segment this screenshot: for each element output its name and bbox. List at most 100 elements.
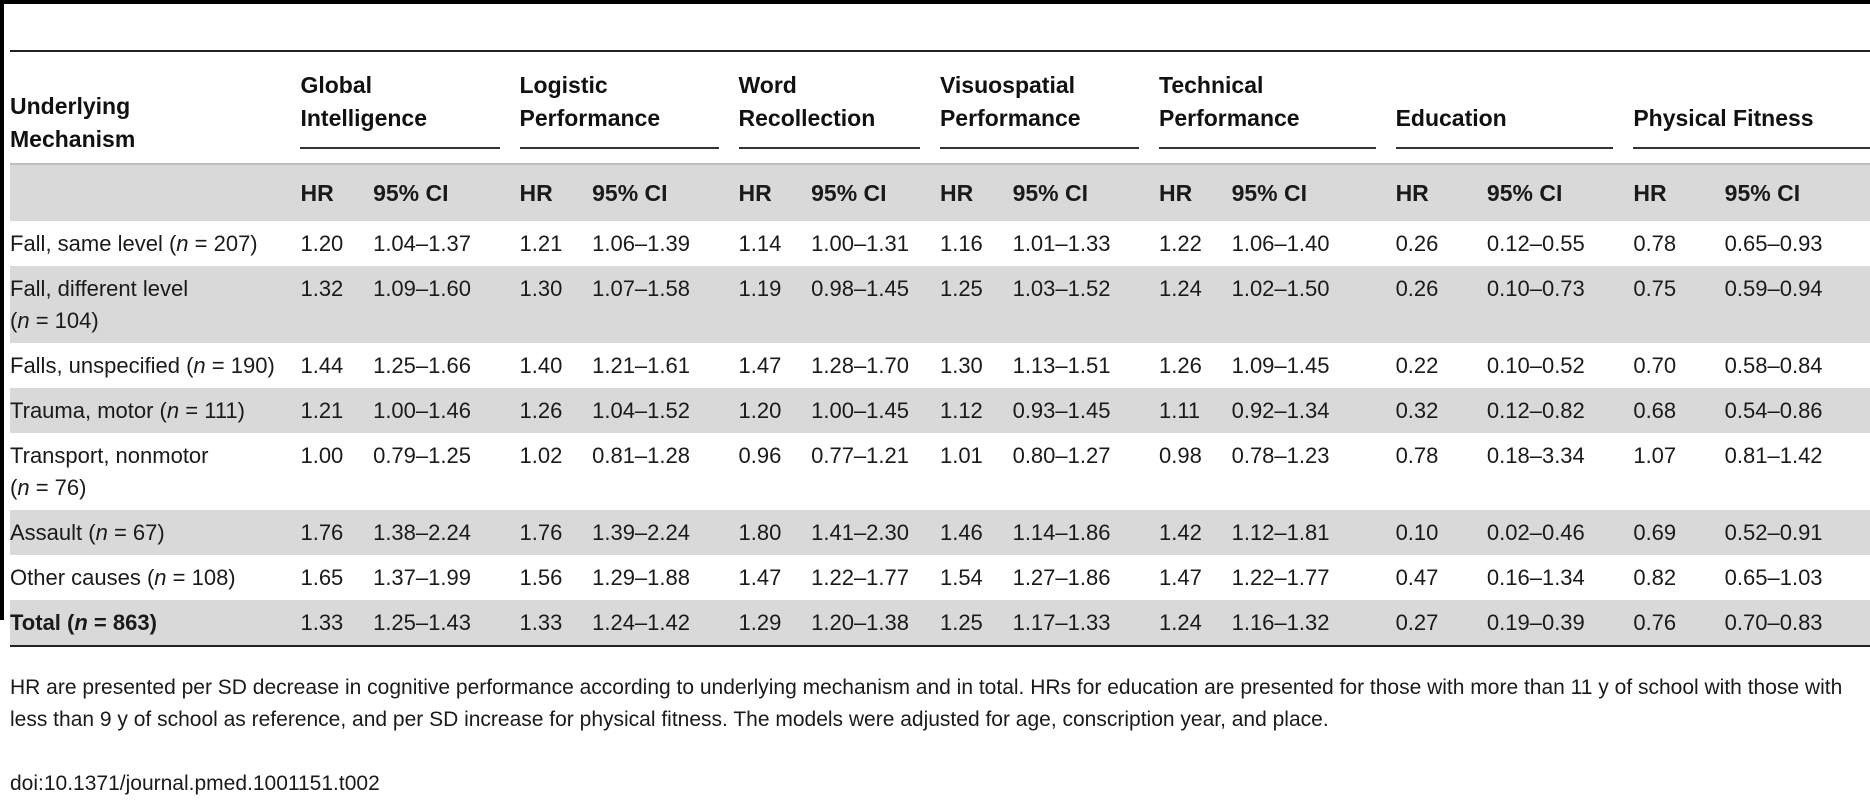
row-label-count: = 863) (87, 610, 157, 635)
hr-cell: 1.47 (1158, 565, 1202, 590)
row-label-n: n (74, 610, 88, 635)
ci-cell: 1.14–1.86 (1012, 510, 1159, 555)
hr-cell: 1.25 (939, 266, 1013, 343)
table-row: Fall, same level (n = 207) 1.20 1.04–1.37 1… (10, 221, 1870, 266)
table-body: Fall, same level (n = 207) 1.20 1.04–1.37 1… (10, 221, 1870, 647)
ci-cell: 1.07–1.58 (592, 266, 739, 343)
hr-cell: 1.07 (1633, 443, 1677, 468)
table-doi: doi:10.1371/journal.pmed.1001151.t002 (10, 772, 380, 795)
table-row: Fall, different level (n = 104) 1.32 1.09–1… (10, 266, 1870, 343)
hr-cell: 1.12 (939, 388, 1013, 433)
hr-cell: 0.32 (1395, 388, 1487, 433)
table-row: Total (n = 863) 1.33 1.25–1.43 1.33 1.24–1.4… (10, 600, 1870, 647)
header-ci: 95% CI (1486, 163, 1634, 221)
ci-cell: 1.39–2.24 (592, 510, 739, 555)
header-group-line1: Word (738, 72, 797, 98)
ci-cell: 0.65–0.93 (1724, 231, 1823, 256)
hr-cell: 1.25 (939, 600, 1013, 647)
row-label-paren: ( (10, 308, 18, 333)
ci-cell: 1.02–1.50 (1231, 266, 1396, 343)
hr-cell: 1.30 (939, 353, 983, 378)
hr-cell: 0.75 (1633, 266, 1725, 343)
hr-cell: 0.22 (1395, 353, 1439, 378)
hr-cell: 1.47 (738, 565, 782, 590)
header-blank (10, 163, 301, 221)
ci-cell: 0.02–0.46 (1486, 510, 1634, 555)
row-label-n: n (154, 565, 167, 590)
row-label-count: = 104) (29, 308, 99, 333)
ci-cell: 1.04–1.52 (592, 388, 739, 433)
ci-cell: 1.00–1.46 (373, 388, 520, 433)
header-hr: HR (738, 163, 812, 221)
hr-cell: 1.76 (519, 510, 593, 555)
hr-cell: 1.80 (738, 510, 812, 555)
ci-cell: 0.58–0.84 (1724, 353, 1823, 378)
row-label-count: = 108) (166, 565, 236, 590)
row-label-text: Falls, unspecified ( (10, 353, 194, 378)
row-label: Transport, nonmotor (n = 76) (10, 433, 300, 510)
hr-cell: 1.00 (300, 443, 344, 468)
ci-cell: 0.65–1.03 (1724, 565, 1823, 590)
row-label-text: Assault ( (10, 520, 96, 545)
ci-cell: 1.20–1.38 (811, 600, 940, 647)
header-group-line1: Logistic (519, 72, 608, 98)
row-label: Assault (n = 67) (10, 510, 301, 555)
row-label-paren: ( (10, 475, 18, 500)
ci-cell: 0.18–3.34 (1486, 443, 1585, 468)
hr-cell: 1.21 (300, 388, 374, 433)
hr-cell: 0.26 (1395, 266, 1487, 343)
header-group-line1: Technical (1158, 72, 1264, 98)
hr-cell: 0.47 (1395, 565, 1439, 590)
header-group-line2: Physical Fitness (1633, 105, 1814, 131)
ci-cell: 0.92–1.34 (1231, 388, 1396, 433)
ci-cell: 0.12–0.82 (1486, 388, 1634, 433)
table-footnote: HR are presented per SD decrease in cogn… (10, 676, 1843, 731)
ci-cell: 1.13–1.51 (1012, 353, 1111, 378)
hr-cell: 1.46 (939, 510, 1013, 555)
header-hr: HR (939, 163, 1013, 221)
ci-cell: 1.25–1.66 (373, 353, 471, 378)
hr-cell: 1.22 (1158, 231, 1202, 256)
ci-cell: 1.17–1.33 (1012, 600, 1159, 647)
row-label-text: Other causes ( (10, 565, 155, 590)
ci-cell: 1.38–2.24 (373, 510, 520, 555)
hr-cell: 1.24 (1158, 600, 1232, 647)
hr-cell: 1.54 (939, 565, 983, 590)
ci-cell: 0.70–0.83 (1724, 600, 1870, 647)
ci-cell: 1.22–1.77 (1231, 565, 1330, 590)
ci-cell: 1.04–1.37 (373, 231, 471, 256)
left-rule (0, 0, 4, 620)
ci-cell: 1.28–1.70 (811, 353, 909, 378)
hr-cell: 1.40 (519, 353, 563, 378)
hr-cell: 1.42 (1158, 510, 1232, 555)
header-global-intelligence: Global Intelligence (300, 52, 519, 164)
row-label-text: Fall, different level (10, 276, 189, 301)
ci-cell: 0.16–1.34 (1486, 565, 1585, 590)
row-label-count: = 207) (188, 231, 258, 256)
ci-cell: 0.93–1.45 (1012, 388, 1159, 433)
header-hr: HR (1633, 163, 1725, 221)
ci-cell: 1.29–1.88 (592, 565, 690, 590)
table-row: Transport, nonmotor (n = 76) 1.00 0.79–1.25… (10, 433, 1870, 510)
hr-cell: 1.65 (300, 565, 344, 590)
row-label-n: n (166, 398, 180, 423)
ci-cell: 0.10–0.52 (1486, 353, 1585, 378)
hr-cell: 0.78 (1633, 231, 1677, 256)
table-row: Other causes (n = 108) 1.65 1.37–1.99 1.56 1… (10, 555, 1870, 600)
hr-cell: 0.76 (1633, 600, 1725, 647)
results-table: Underlying Mechanism Global Intelligence … (10, 52, 1870, 647)
hr-cell: 1.16 (939, 231, 983, 256)
ci-cell: 0.79–1.25 (373, 443, 471, 468)
header-hr: HR (519, 163, 593, 221)
row-label-n: n (176, 231, 189, 256)
hr-cell: 1.33 (300, 600, 374, 647)
header-word-recollection: Word Recollection (738, 52, 940, 164)
header-group-line2: Education (1395, 105, 1507, 131)
ci-cell: 0.12–0.55 (1486, 231, 1585, 256)
ci-cell: 1.06–1.39 (592, 231, 690, 256)
ci-cell: 1.12–1.81 (1231, 510, 1396, 555)
ci-cell: 0.77–1.21 (811, 443, 909, 468)
header-group-line2: Performance (1158, 105, 1300, 131)
row-label-count: = 76) (29, 475, 87, 500)
hr-cell: 0.27 (1395, 600, 1487, 647)
